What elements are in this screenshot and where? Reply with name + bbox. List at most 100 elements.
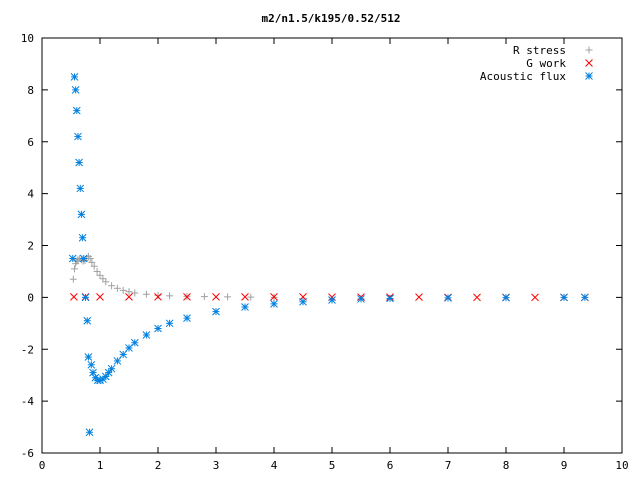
data-point bbox=[107, 364, 116, 373]
data-point bbox=[85, 428, 94, 437]
data-point bbox=[142, 290, 150, 298]
legend-label: G work bbox=[526, 57, 566, 70]
series-2 bbox=[68, 73, 589, 437]
legend-label: Acoustic flux bbox=[480, 70, 566, 83]
data-point bbox=[357, 295, 365, 303]
x-tick-label: 1 bbox=[97, 459, 104, 472]
data-point bbox=[386, 294, 394, 303]
data-point bbox=[70, 265, 78, 273]
y-tick-label: 0 bbox=[27, 291, 34, 304]
x-tick-label: 9 bbox=[561, 459, 568, 472]
x-tick-label: 5 bbox=[329, 459, 336, 472]
axis-ticks: 0 1 2 3 4 5 6 7 8 9 10 -6 -4 -2 0 2 4 6 8 10 bbox=[21, 32, 629, 472]
data-point bbox=[142, 331, 151, 339]
data-point bbox=[86, 254, 94, 262]
y-tick-label: 10 bbox=[21, 32, 34, 45]
data-point bbox=[69, 275, 77, 283]
data-point bbox=[560, 293, 568, 302]
y-tick-label: 8 bbox=[27, 84, 34, 97]
data-point bbox=[119, 286, 127, 294]
data-point bbox=[77, 210, 86, 219]
data-point bbox=[70, 293, 78, 301]
data-point bbox=[75, 158, 83, 167]
data-point bbox=[270, 293, 278, 301]
data-point bbox=[125, 293, 133, 301]
data-point bbox=[502, 293, 510, 302]
data-point bbox=[81, 293, 90, 302]
x-tick-label: 0 bbox=[39, 459, 46, 472]
series-0 bbox=[69, 252, 278, 301]
data-point bbox=[101, 372, 110, 381]
data-point bbox=[99, 275, 107, 283]
data-point bbox=[130, 338, 139, 347]
data-point bbox=[93, 267, 101, 275]
y-tick-label: 2 bbox=[27, 240, 34, 253]
data-point bbox=[74, 132, 82, 141]
data-point bbox=[241, 293, 249, 301]
plot-area bbox=[68, 73, 589, 437]
data-point bbox=[104, 368, 113, 377]
data-point bbox=[76, 184, 85, 193]
data-point bbox=[473, 293, 481, 302]
data-point bbox=[88, 258, 96, 266]
data-point bbox=[299, 297, 307, 306]
data-point bbox=[119, 350, 128, 359]
data-point bbox=[84, 353, 93, 361]
data-point bbox=[241, 303, 249, 311]
x-tick-label: 4 bbox=[271, 459, 278, 472]
data-point bbox=[531, 293, 539, 302]
x-tick-label: 7 bbox=[445, 459, 452, 472]
data-point bbox=[166, 292, 174, 300]
data-point bbox=[113, 284, 121, 292]
x-tick-label: 6 bbox=[387, 459, 394, 472]
data-point bbox=[125, 288, 133, 296]
data-point bbox=[108, 282, 116, 290]
data-point bbox=[212, 307, 220, 316]
data-point bbox=[154, 293, 162, 301]
data-point bbox=[70, 73, 79, 81]
legend-label: R stress bbox=[513, 44, 566, 57]
data-point bbox=[247, 293, 255, 301]
legend-marker bbox=[585, 46, 593, 54]
data-point bbox=[183, 314, 191, 322]
chart-title: m2/n1.5/k195/0.52/512 bbox=[261, 12, 400, 25]
data-point bbox=[581, 293, 589, 302]
y-tick-label: -4 bbox=[21, 395, 35, 408]
data-point bbox=[102, 278, 110, 286]
data-point bbox=[113, 357, 122, 365]
data-point bbox=[96, 293, 104, 301]
data-point bbox=[90, 262, 98, 270]
data-point bbox=[224, 293, 232, 301]
data-point bbox=[183, 293, 191, 301]
data-point bbox=[68, 254, 77, 263]
data-point bbox=[154, 291, 162, 299]
data-point bbox=[72, 106, 81, 115]
legend-marker bbox=[585, 59, 593, 67]
data-point bbox=[200, 293, 208, 301]
data-point bbox=[154, 324, 162, 333]
plot-frame bbox=[41, 37, 623, 454]
data-point bbox=[212, 293, 220, 301]
x-tick-label: 3 bbox=[213, 459, 220, 472]
data-point bbox=[444, 294, 452, 302]
y-tick-label: 6 bbox=[27, 136, 34, 149]
legend-marker bbox=[585, 72, 593, 80]
data-point bbox=[328, 296, 336, 304]
data-point bbox=[165, 319, 174, 328]
y-tick-label: -2 bbox=[21, 343, 34, 356]
y-tick-label: -6 bbox=[21, 447, 34, 460]
data-point bbox=[71, 86, 80, 94]
data-point bbox=[83, 316, 92, 325]
data-point bbox=[96, 271, 104, 279]
data-point bbox=[415, 293, 423, 301]
x-tick-label: 2 bbox=[155, 459, 162, 472]
x-tick-label: 10 bbox=[615, 459, 628, 472]
data-point bbox=[79, 254, 88, 263]
data-point bbox=[131, 289, 139, 297]
y-tick-label: 4 bbox=[27, 188, 34, 201]
data-point bbox=[87, 360, 96, 369]
x-tick-label: 8 bbox=[503, 459, 510, 472]
data-point bbox=[270, 300, 278, 308]
